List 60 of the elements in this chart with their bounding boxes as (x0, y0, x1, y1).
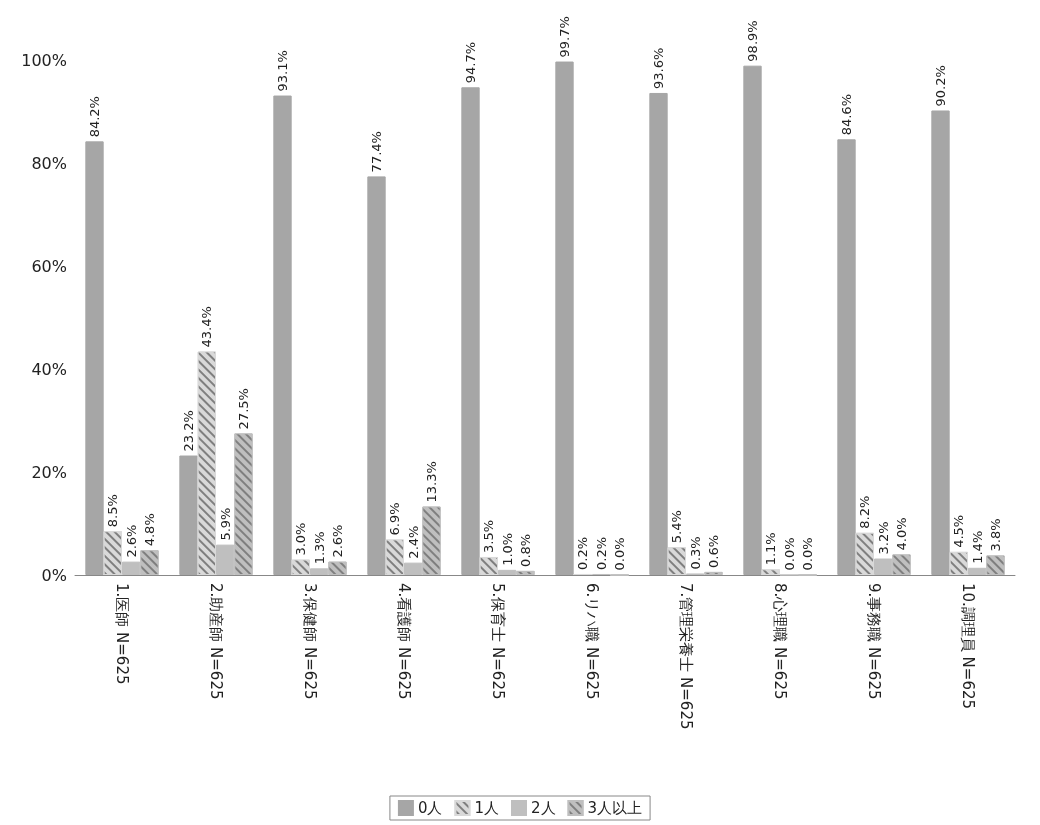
data-label: 43.4% (199, 306, 215, 348)
y-tick-label: 20% (31, 462, 67, 482)
x-tick-label: 5.保育士 N=625 (489, 583, 507, 700)
y-tick-label: 100% (21, 50, 67, 70)
data-label: 84.6% (839, 94, 855, 136)
data-label: 13.3% (423, 461, 439, 503)
data-label: 2.4% (405, 525, 421, 559)
data-label: 1.0% (499, 532, 515, 566)
x-tick-label: 6.リハ職 N=625 (583, 583, 601, 700)
data-label: 0.3% (687, 536, 703, 570)
y-tick-label: 80% (31, 153, 67, 173)
data-label: 0.0% (611, 537, 627, 571)
x-tick-label: 7.管理栄養士 N=625 (677, 583, 695, 730)
data-label: 3.2% (875, 521, 891, 555)
data-label: 23.2% (181, 410, 197, 452)
data-label: 98.9% (745, 20, 761, 62)
x-tick-label: 1.医師 N=625 (113, 583, 131, 685)
data-label: 4.8% (141, 513, 157, 547)
data-label: 99.7% (557, 16, 573, 58)
legend-label: 1人 (474, 799, 499, 817)
data-label: 2.6% (123, 524, 139, 558)
data-label: 94.7% (463, 41, 479, 84)
data-label: 93.1% (275, 50, 291, 92)
data-label: 4.5% (951, 514, 967, 548)
data-label: 84.2% (87, 96, 102, 138)
data-label: 6.9% (387, 502, 403, 536)
data-label: 4.0% (893, 517, 909, 551)
data-label: 5.4% (669, 510, 685, 544)
data-label: 2.6% (329, 524, 345, 558)
legend-label: 0人 (417, 799, 443, 817)
y-tick-label: 0% (41, 565, 67, 585)
data-label: 27.5% (235, 388, 251, 430)
x-tick-label: 9.事務職 N=625 (865, 583, 883, 700)
x-tick-label: 3.保健師 N=625 (301, 583, 319, 700)
x-tick-label: 10.調理員 N=625 (959, 583, 977, 710)
y-tick-label: 40% (31, 359, 67, 379)
data-label: 90.2% (933, 65, 949, 107)
data-label: 5.9% (217, 507, 233, 541)
data-label: 77.4% (369, 131, 385, 173)
x-tick-label: 2.助産師 N=625 (207, 583, 225, 700)
data-label: 0.0% (799, 537, 815, 571)
data-label: 3.8% (987, 518, 1003, 552)
data-label: 8.2% (857, 495, 873, 529)
y-tick-label: 60% (31, 256, 67, 276)
legend-label: 3人以上 (587, 799, 643, 817)
data-label: 1.4% (969, 530, 985, 564)
data-label: 1.1% (763, 532, 779, 566)
data-label: 3.5% (481, 519, 497, 553)
data-label: 0.8% (517, 533, 533, 567)
data-label: 0.6% (705, 534, 721, 568)
data-label: 93.6% (651, 47, 667, 89)
data-label: 3.0% (293, 522, 309, 556)
x-tick-label: 4.看護師 N=625 (395, 583, 413, 700)
data-label: 0.2% (575, 536, 591, 570)
data-label: 8.5% (105, 494, 121, 528)
data-label: 0.2% (593, 536, 609, 570)
legend-label: 2人 (531, 799, 556, 817)
data-label: 0.0% (781, 537, 797, 571)
x-tick-label: 8.心理職 N=625 (771, 583, 789, 700)
data-label: 1.3% (311, 531, 327, 565)
